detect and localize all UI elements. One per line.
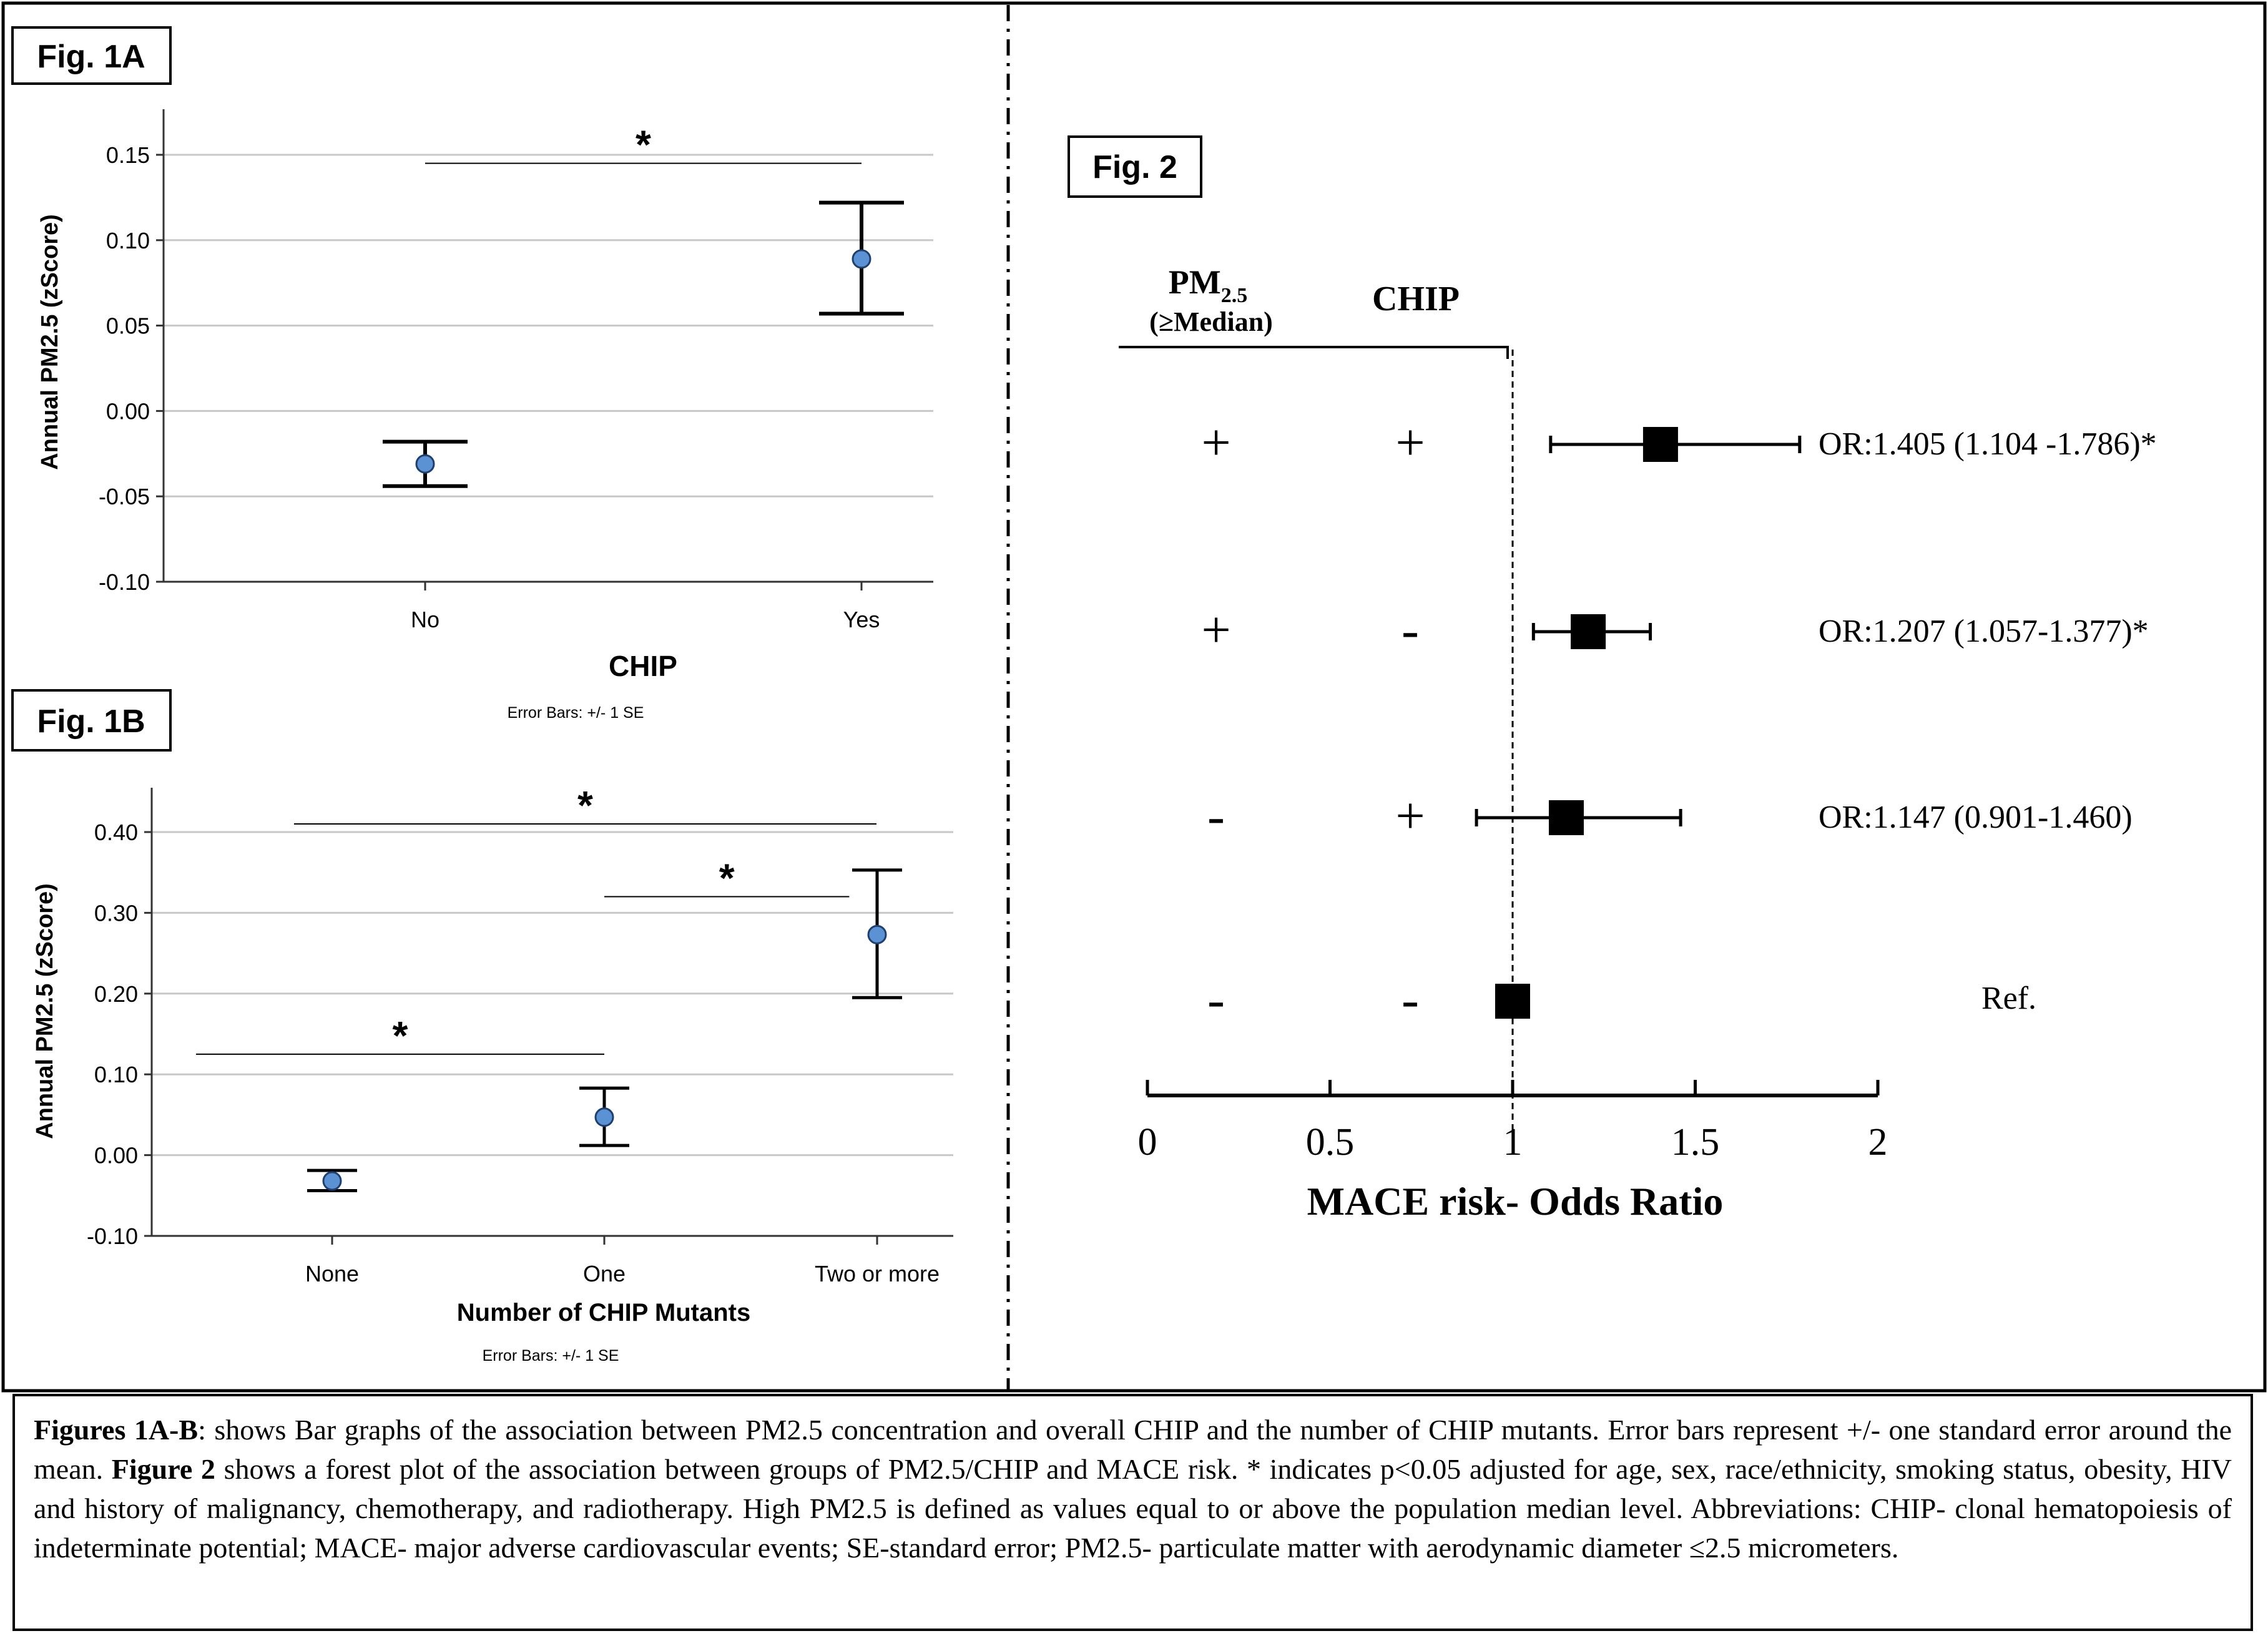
f1a-y-tick-label: -0.05 (99, 484, 150, 509)
f1b-significance-star: * (719, 856, 735, 901)
odds-ratio-label: OR:1.147 (0.901-1.460) (1819, 800, 2133, 835)
figure-frame (1, 1, 2267, 1393)
chip-sign: + (1395, 787, 1425, 845)
caption-fig1-text: : shows Bar graphs of the association be… (34, 1414, 2232, 1485)
fig1b-y-label: Annual PM2.5 (zScore) (32, 883, 58, 1139)
caption-fig1-title: Figures 1A-B (34, 1414, 199, 1446)
f1a-mean-point (852, 249, 871, 269)
fig1b-label: Fig. 1B (37, 703, 145, 740)
forest-rows: + + OR:1.405 (1.104 -1.786)* + - OR:1.207 (1.… (1201, 414, 2156, 1029)
f1b-x-tick-label: One (583, 1261, 626, 1286)
fig1b-y-axis: 0.40 0.30 0.20 0.10 0.00 -0.10 (87, 788, 153, 1249)
fig1b-x-label: Number of CHIP Mutants (457, 1299, 750, 1326)
chip-column-header: CHIP (1372, 280, 1460, 318)
figure-caption: Figures 1A-B: shows Bar graphs of the as… (12, 1394, 2253, 1631)
forest-tick-label: 1 (1503, 1121, 1523, 1163)
f1b-significance-star: * (577, 783, 593, 828)
f1b-x-tick-label: None (305, 1261, 359, 1286)
fig1a-gridlines (164, 154, 933, 497)
fig2-panel: Fig. 2 PM2.5 (≥Median) CHIP + + OR:1.405 (… (1068, 135, 2157, 1223)
fig1a-x-axis: No Yes (164, 581, 933, 632)
fig1a-error-note: Error Bars: +/- 1 SE (508, 704, 644, 722)
fig1b-x-axis: None One Two or more (152, 1235, 953, 1286)
fig1a-x-label: CHIP (609, 650, 677, 682)
pm-column-note: (≥Median) (1149, 306, 1273, 337)
f1a-y-tick-label: -0.10 (99, 569, 150, 595)
f1a-y-tick-label: 0.10 (106, 228, 150, 253)
fig1b-marks: * * * (196, 783, 902, 1193)
odds-ratio-label: OR:1.207 (1.057-1.377)* (1819, 614, 2149, 649)
f1b-mean-point (867, 924, 887, 944)
f1b-y-tick-label: 0.40 (94, 820, 138, 845)
fig1a-y-axis: 0.15 0.10 0.05 0.00 -0.05 -0.10 (99, 109, 165, 595)
forest-x-axis: 0 0.5 1 1.5 2 (1138, 350, 1888, 1163)
f1b-significance-star: * (393, 1013, 408, 1058)
fig1b-gridlines (152, 831, 953, 1157)
fig2-label-box (1068, 135, 1202, 198)
chip-sign: - (1402, 601, 1419, 659)
f1a-y-tick-label: 0.15 (106, 142, 150, 168)
fig1a-marks: * (383, 122, 904, 488)
f1b-y-tick-label: 0.00 (94, 1143, 138, 1168)
pm-sign: + (1201, 414, 1230, 472)
f1b-y-tick-label: -0.10 (87, 1223, 138, 1249)
pm-column-header: PM2.5 (1169, 263, 1247, 307)
f1a-significance-star: * (636, 122, 651, 167)
f1b-x-tick-label: Two or more (815, 1261, 940, 1286)
f1a-mean-point (415, 454, 435, 474)
f1b-mean-point (322, 1171, 342, 1191)
odds-ratio-label: OR:1.405 (1.104 -1.786)* (1819, 426, 2157, 462)
forest-tick-label: 1.5 (1671, 1121, 1720, 1163)
pm-sign: - (1207, 971, 1225, 1029)
pm-sign: - (1207, 787, 1225, 845)
f1a-y-tick-label: 0.05 (106, 313, 150, 339)
fig1b-error-note: Error Bars: +/- 1 SE (483, 1347, 619, 1364)
fig1a-y-label: Annual PM2.5 (zScore) (37, 214, 63, 470)
f1b-mean-point (594, 1107, 614, 1127)
pm-subscript: 2.5 (1221, 284, 1248, 307)
forest-tick-label: 0.5 (1306, 1121, 1355, 1163)
header-bracket (1119, 346, 1509, 359)
chip-sign: - (1402, 971, 1419, 1029)
f1a-y-tick-label: 0.00 (106, 398, 150, 424)
fig1a-label-box (11, 26, 172, 85)
odds-ratio-marker (1548, 800, 1584, 835)
f1b-y-tick-label: 0.10 (94, 1062, 138, 1087)
fig1b-panel: Fig. 1B 0.40 0.30 0.20 0.10 0.00 -0.10 None On… (11, 689, 953, 1364)
forest-tick-label: 2 (1868, 1121, 1888, 1163)
odds-ratio-marker (1571, 614, 1606, 649)
f1b-y-tick-label: 0.20 (94, 981, 138, 1007)
pm-sign: + (1201, 601, 1230, 659)
caption-fig2-title: Figure 2 (111, 1453, 215, 1485)
fig1a-label: Fig. 1A (37, 39, 145, 75)
fig1b-label-box (11, 689, 172, 752)
odds-ratio-label: Ref. (1981, 981, 2036, 1016)
fig2-label: Fig. 2 (1092, 149, 1177, 185)
chip-sign: + (1395, 414, 1425, 472)
f1a-x-tick-label: No (411, 607, 439, 632)
odds-ratio-marker (1642, 427, 1678, 462)
f1b-y-tick-label: 0.30 (94, 900, 138, 926)
fig1a-panel: Fig. 1A 0.15 0.10 0.05 0.00 -0.05 -0.10 No Yes… (11, 26, 933, 722)
forest-x-label: MACE risk- Odds Ratio (1307, 1179, 1724, 1223)
caption-fig2-text: shows a forest plot of the association b… (34, 1453, 2232, 1564)
f1a-x-tick-label: Yes (843, 607, 880, 632)
pm-main: PM (1169, 263, 1221, 301)
forest-tick-label: 0 (1138, 1121, 1157, 1163)
